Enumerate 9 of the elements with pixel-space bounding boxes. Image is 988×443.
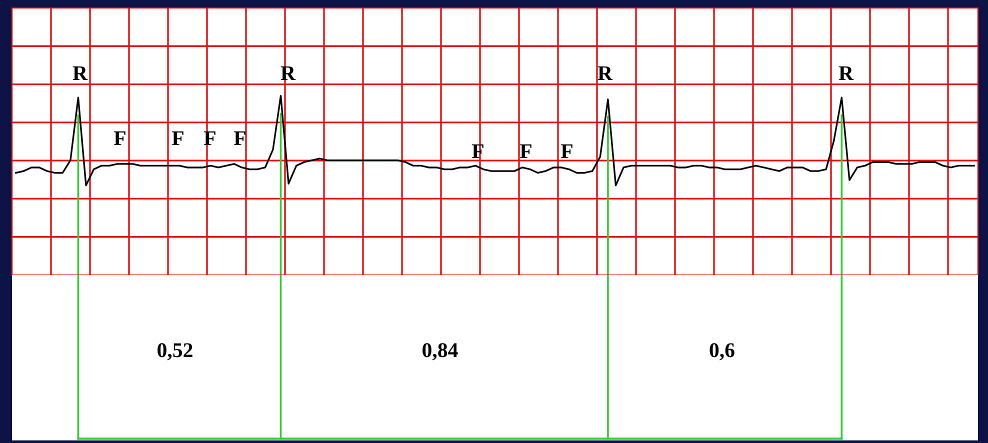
text: 0,6: [710, 343, 734, 360]
text: 0,52: [158, 343, 192, 360]
annotation: F: [114, 131, 126, 146]
text: 0,84: [422, 343, 458, 360]
text: R: [72, 66, 88, 80]
annotation: F: [172, 131, 184, 146]
annotation: F: [560, 144, 572, 158]
text: R: [838, 66, 854, 80]
annotation: F: [520, 144, 532, 158]
